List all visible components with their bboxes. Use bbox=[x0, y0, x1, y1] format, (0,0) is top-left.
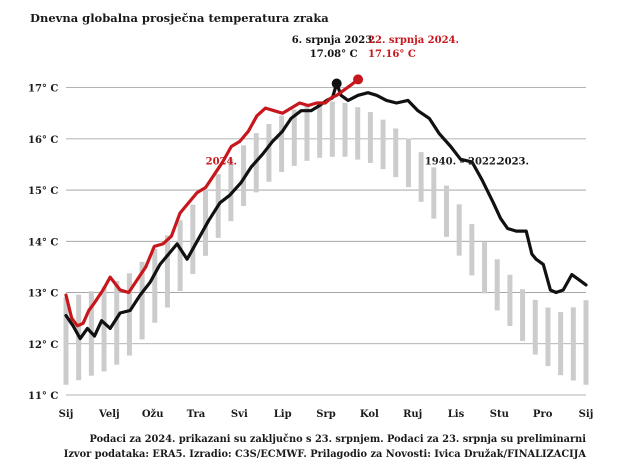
x-tick-label: Sij bbox=[579, 409, 594, 420]
peak-date-max2023: 6. srpnja 2023. bbox=[292, 35, 376, 46]
series-label-2024: 2024. bbox=[206, 156, 237, 167]
range-bar bbox=[114, 280, 120, 365]
range-bar bbox=[164, 235, 170, 308]
x-tick-label: Lip bbox=[274, 409, 292, 420]
x-tick-label: Tra bbox=[187, 409, 206, 420]
range-bar bbox=[342, 102, 348, 157]
y-tick-label: 16° C bbox=[28, 135, 58, 146]
x-tick-label: Svi bbox=[231, 409, 248, 420]
y-tick-label: 17° C bbox=[28, 84, 58, 95]
range-bar bbox=[63, 297, 69, 385]
range-bar bbox=[304, 104, 310, 161]
range-bar bbox=[507, 274, 513, 326]
source-made: Izradio: bbox=[189, 449, 232, 460]
y-tick-label: 11° C bbox=[28, 391, 58, 402]
x-tick-label: Srp bbox=[316, 409, 335, 420]
y-tick-label: 13° C bbox=[28, 289, 58, 300]
range-bar bbox=[367, 112, 373, 164]
peak-marker-max2023 bbox=[331, 78, 342, 89]
range-bar bbox=[241, 145, 247, 207]
range-bar bbox=[126, 273, 132, 356]
range-bar bbox=[291, 109, 297, 166]
range-bar bbox=[532, 299, 538, 355]
range-bar bbox=[393, 128, 399, 178]
x-tick-label: Lis bbox=[448, 409, 465, 420]
range-bar bbox=[317, 101, 323, 158]
x-tick-label: Velj bbox=[98, 409, 120, 420]
x-tick-label: Kol bbox=[360, 409, 379, 420]
x-tick-label: Stu bbox=[490, 409, 509, 420]
range-bar bbox=[101, 286, 107, 372]
range-label: 1940. – 2022. bbox=[425, 156, 500, 167]
range-bar bbox=[329, 101, 335, 157]
range-bar bbox=[203, 189, 209, 256]
range-bar bbox=[266, 124, 272, 182]
source-era: ERA5. bbox=[152, 449, 186, 460]
x-tick-label: Ruj bbox=[403, 409, 422, 420]
range-bar bbox=[355, 107, 361, 160]
source-adapted: Prilagodio za Novosti: Ivica Družak/ bbox=[310, 449, 508, 460]
range-bar bbox=[152, 249, 158, 323]
range-bar bbox=[431, 167, 437, 219]
series-line-2023 bbox=[64, 81, 588, 341]
range-bar bbox=[190, 204, 196, 274]
range-bar bbox=[177, 220, 183, 292]
range-bar bbox=[545, 307, 551, 367]
peak-date-max2024: 22. srpnja 2024. bbox=[368, 35, 459, 46]
range-bar bbox=[520, 289, 526, 341]
gridlines bbox=[66, 87, 586, 396]
range-bar bbox=[228, 158, 234, 222]
y-axis-ticks: 11° C 12° C 13° C 14° C 15° C 16° C 17° C bbox=[28, 84, 58, 402]
x-axis-ticks: Sij Velj Ožu Tra Svi Lip Srp Kol Ruj Lis Stu Pro Sij bbox=[59, 409, 594, 420]
range-bar bbox=[418, 152, 424, 202]
range-bar bbox=[469, 224, 475, 276]
x-tick-label: Ožu bbox=[142, 409, 164, 420]
range-bar bbox=[443, 185, 449, 237]
range-bar bbox=[482, 242, 488, 294]
series-line-2024 bbox=[64, 77, 360, 328]
range-bar bbox=[583, 300, 589, 385]
source-made-by: C3S/ECMWF. bbox=[235, 449, 307, 460]
footer-source: Izvor podataka: ERA5. Izradio: C3S/ECMWF… bbox=[64, 449, 586, 460]
y-tick-label: 14° C bbox=[28, 237, 58, 248]
source-prefix: Izvor podataka: bbox=[63, 449, 149, 460]
range-bar bbox=[570, 307, 576, 381]
range-bar bbox=[139, 261, 145, 340]
y-tick-label: 12° C bbox=[28, 340, 58, 351]
source-final: FINALIZACIJA bbox=[507, 449, 586, 460]
range-bar bbox=[405, 138, 411, 188]
y-tick-label: 15° C bbox=[28, 186, 58, 197]
range-bar bbox=[558, 312, 564, 376]
range-bar bbox=[380, 119, 386, 170]
series-lines bbox=[64, 77, 588, 341]
footer-note: Podaci za 2024. prikazani su zaključno s… bbox=[89, 434, 586, 445]
x-tick-label: Sij bbox=[59, 409, 74, 420]
range-bar bbox=[494, 259, 500, 311]
series-label-2023: 2023. bbox=[498, 156, 529, 167]
x-tick-label: Pro bbox=[533, 409, 553, 420]
range-bar bbox=[279, 115, 285, 172]
chart-title: Dnevna globalna prosječna temperatura zr… bbox=[30, 11, 329, 25]
peak-value-max2024: 17.16° C bbox=[368, 49, 416, 60]
historical-range-bars bbox=[63, 101, 589, 385]
range-bar bbox=[456, 204, 462, 256]
peak-marker-max2024 bbox=[353, 74, 364, 85]
peak-value-max2023: 17.08° C bbox=[310, 49, 358, 60]
annotations: 1940. – 2022.2023. 2024. 6. srpnja 2023. 17… bbox=[206, 35, 529, 167]
